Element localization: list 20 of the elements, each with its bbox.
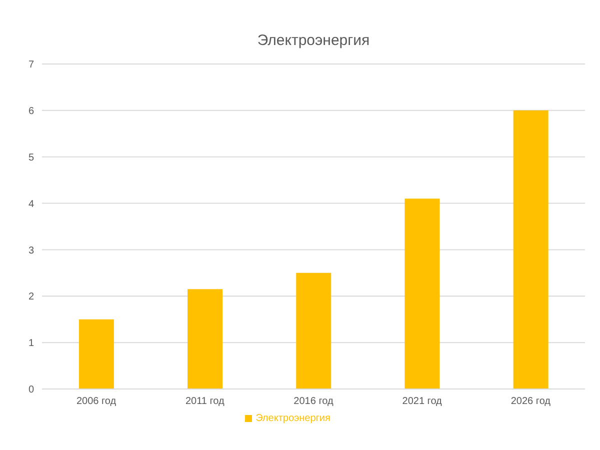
y-tick-label: 0 bbox=[28, 384, 34, 396]
y-tick-label: 1 bbox=[28, 338, 34, 350]
y-tick-label: 2 bbox=[28, 292, 34, 303]
chart-title: Электроэнергия bbox=[256, 32, 371, 49]
x-tick-label: 2006 год bbox=[76, 396, 116, 408]
legend-label: Электроэнергия bbox=[256, 413, 330, 424]
y-tick-label: 7 bbox=[28, 60, 34, 71]
bar bbox=[404, 198, 440, 389]
x-tick-label: 2021 год bbox=[402, 396, 442, 408]
bar bbox=[513, 110, 548, 389]
y-tick-label: 5 bbox=[28, 152, 34, 164]
x-tick-label: 2026 год bbox=[510, 396, 551, 408]
y-tick-label: 3 bbox=[28, 245, 34, 256]
y-tick-label: 4 bbox=[28, 198, 34, 210]
y-tick-label: 6 bbox=[28, 106, 34, 117]
bar bbox=[78, 319, 114, 389]
x-tick-label: 2011 год bbox=[185, 396, 225, 408]
bar bbox=[296, 272, 332, 389]
bar bbox=[188, 289, 223, 389]
x-tick-label: 2016 год bbox=[294, 396, 334, 408]
